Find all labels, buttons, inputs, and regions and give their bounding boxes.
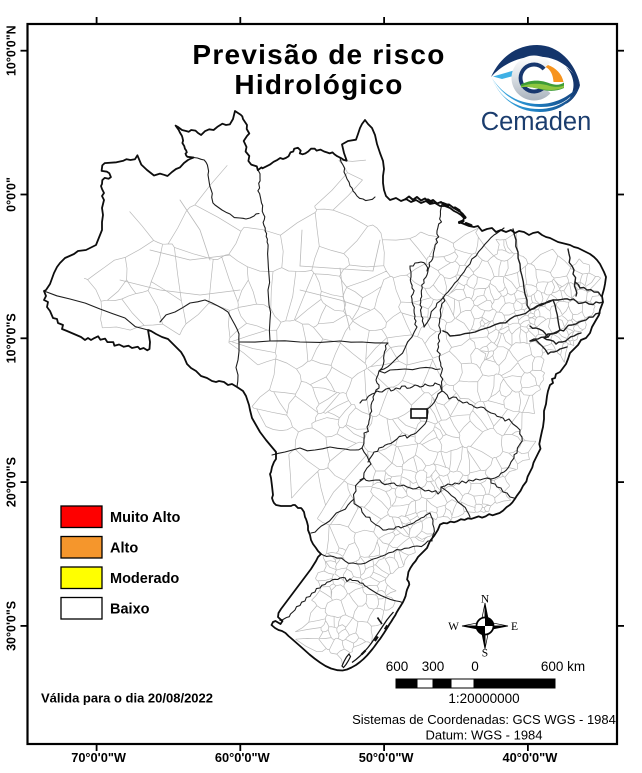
svg-text:Cemaden: Cemaden <box>481 108 592 136</box>
svg-text:Moderado: Moderado <box>110 571 179 587</box>
svg-text:Alto: Alto <box>110 541 138 557</box>
svg-text:600: 600 <box>386 659 409 674</box>
svg-text:Sistemas de Coordenadas: GCS W: Sistemas de Coordenadas: GCS WGS - 1984 <box>352 712 616 727</box>
svg-text:E: E <box>511 621 518 633</box>
svg-text:600 km: 600 km <box>541 659 585 674</box>
svg-text:70°0'0"W: 70°0'0"W <box>71 750 127 765</box>
svg-text:Muito Alto: Muito Alto <box>110 510 180 526</box>
svg-text:40°0'0"W: 40°0'0"W <box>503 750 559 765</box>
svg-text:10°0'0"S: 10°0'0"S <box>4 313 18 363</box>
svg-text:Hidrológico: Hidrológico <box>234 69 403 100</box>
svg-text:60°0'0"W: 60°0'0"W <box>215 750 271 765</box>
svg-text:30°0'0"S: 30°0'0"S <box>4 601 18 651</box>
svg-text:50°0'0"W: 50°0'0"W <box>359 750 415 765</box>
svg-text:S: S <box>482 648 488 660</box>
svg-text:Previsão de risco: Previsão de risco <box>192 39 445 70</box>
svg-text:W: W <box>448 621 459 633</box>
svg-text:20°0'0"S: 20°0'0"S <box>4 457 18 507</box>
svg-text:N: N <box>481 594 490 606</box>
svg-text:10°0'0"N: 10°0'0"N <box>4 25 18 76</box>
svg-text:0°0'0": 0°0'0" <box>4 177 18 212</box>
svg-text:300: 300 <box>422 659 445 674</box>
svg-text:Datum: WGS - 1984: Datum: WGS - 1984 <box>425 728 542 743</box>
svg-text:Válida para o dia 20/08/2022: Válida para o dia 20/08/2022 <box>41 691 213 706</box>
svg-text:Baixo: Baixo <box>110 602 150 618</box>
svg-text:1:20000000: 1:20000000 <box>448 691 519 706</box>
svg-text:0: 0 <box>471 659 479 674</box>
